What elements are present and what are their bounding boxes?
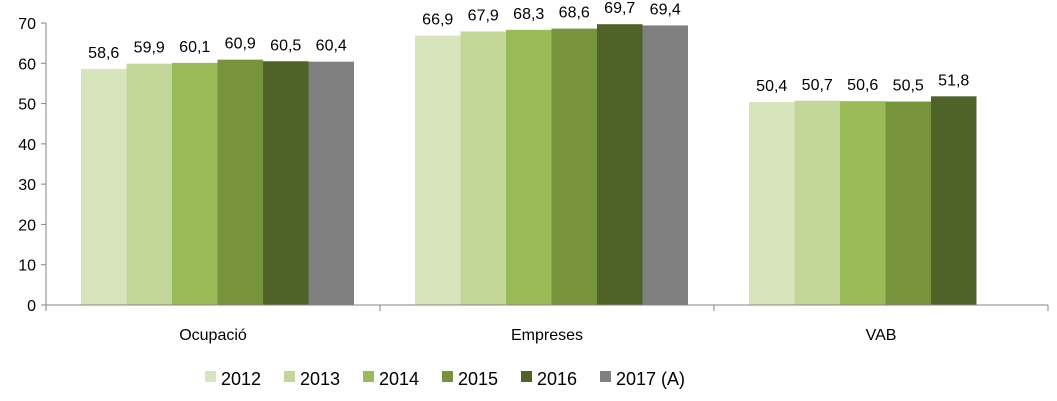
data-label: 67,9: [468, 7, 499, 24]
bar: [415, 35, 461, 305]
bar: [460, 31, 506, 306]
bar: [551, 28, 597, 305]
bar: [263, 61, 309, 306]
bars-layer: [81, 24, 977, 306]
legend-label: 2013: [300, 369, 340, 389]
legend-label: 2014: [379, 369, 419, 389]
y-tick-label: 70: [18, 16, 36, 33]
legend-label: 2016: [537, 369, 577, 389]
bar: [885, 101, 931, 305]
legend-label: 2012: [221, 369, 261, 389]
data-label: 58,6: [88, 45, 119, 62]
x-tick-label: Empreses: [511, 327, 583, 344]
bar: [794, 100, 840, 305]
bar: [217, 59, 263, 305]
legend-swatch: [205, 371, 216, 382]
data-label: 50,7: [802, 77, 833, 94]
data-labels-layer: 58,6 59,9 60,1 60,9 60,5 60,4 66,9 67,9 68,3 68,6…: [88, 0, 969, 95]
bar: [597, 24, 643, 306]
bar: [749, 101, 795, 306]
legend-swatch: [442, 371, 453, 382]
legend-swatch: [284, 371, 295, 382]
bar: [506, 29, 552, 305]
bar: [840, 101, 886, 305]
legend-swatch: [363, 371, 374, 382]
y-tick-label: 30: [18, 177, 36, 194]
data-label: 69,7: [604, 0, 635, 17]
axes-layer: 0 10 20 30 40 50 60 70 Ocupació Empreses VAB: [18, 16, 1049, 344]
bar: [81, 68, 127, 305]
bar: [172, 62, 218, 305]
data-label: 59,9: [134, 40, 165, 57]
x-tick-label: Ocupació: [179, 327, 247, 344]
data-label: 68,3: [513, 6, 544, 23]
legend-label: 2017 (A): [616, 369, 685, 389]
bar: [931, 96, 977, 305]
data-label: 68,6: [559, 5, 590, 22]
y-tick-label: 40: [18, 137, 36, 154]
bar: [126, 63, 172, 306]
legend: 2012 2013 2014 2015 2016 2017 (A): [205, 369, 685, 389]
legend-swatch: [600, 371, 611, 382]
legend-label: 2015: [458, 369, 498, 389]
data-label: 60,4: [316, 38, 347, 55]
data-label: 60,5: [270, 37, 301, 54]
y-tick-label: 0: [27, 298, 36, 315]
x-tick-label: VAB: [866, 327, 897, 344]
y-tick-label: 10: [18, 258, 36, 275]
bar: [642, 25, 688, 305]
data-label: 60,9: [225, 36, 256, 53]
data-label: 60,1: [179, 39, 210, 56]
bar: [308, 61, 354, 305]
data-label: 50,6: [847, 77, 878, 94]
data-label: 69,4: [650, 1, 681, 18]
y-tick-label: 60: [18, 56, 36, 73]
data-label: 50,5: [893, 78, 924, 95]
y-tick-label: 50: [18, 97, 36, 114]
data-label: 51,8: [938, 72, 969, 89]
y-tick-label: 20: [18, 217, 36, 234]
data-label: 50,4: [756, 78, 787, 95]
legend-swatch: [521, 371, 532, 382]
data-label: 66,9: [422, 11, 453, 28]
